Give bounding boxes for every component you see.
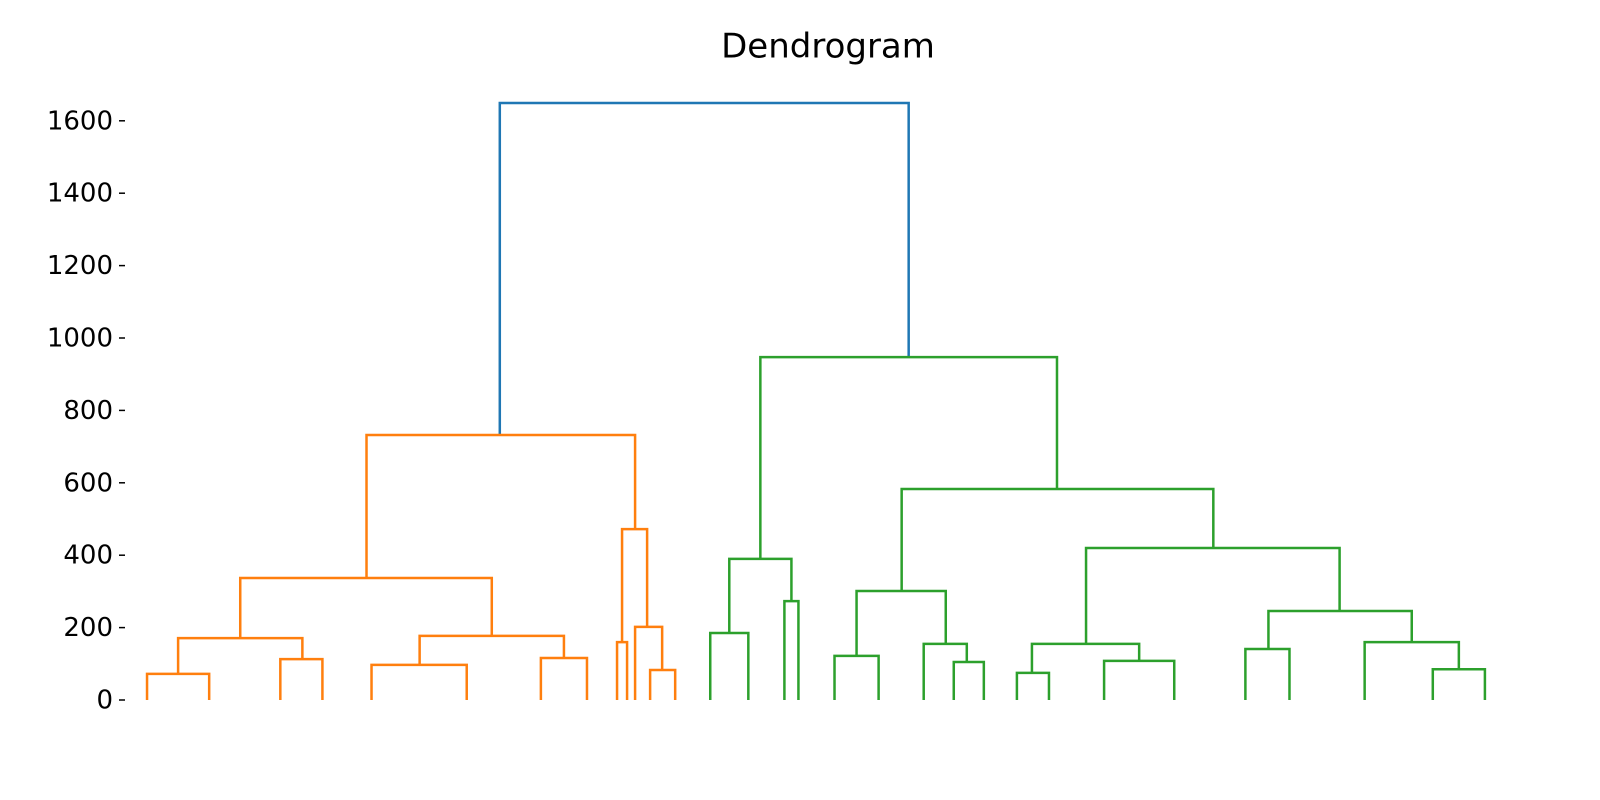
link <box>708 631 750 700</box>
y-tick-label: 1200 <box>47 251 113 281</box>
link <box>238 576 494 639</box>
y-tick-label: 0 <box>96 686 113 716</box>
link <box>922 642 969 700</box>
y-tick-label: 400 <box>63 541 113 571</box>
link <box>1030 642 1141 673</box>
link <box>370 663 468 700</box>
link <box>1015 671 1051 700</box>
y-tick-label: 1000 <box>47 324 113 354</box>
y-tick-label: 800 <box>63 396 113 426</box>
link <box>952 660 986 700</box>
y-tick-label: 600 <box>63 468 113 498</box>
link <box>633 625 664 700</box>
y-tick-label: 200 <box>63 613 113 643</box>
link <box>1084 546 1341 644</box>
link <box>1431 667 1487 700</box>
link <box>783 599 800 700</box>
link <box>728 557 793 634</box>
link <box>279 657 324 700</box>
y-tick-label: 1600 <box>47 106 113 136</box>
link <box>900 487 1215 592</box>
link <box>498 101 910 436</box>
link <box>418 634 566 665</box>
link <box>855 589 948 656</box>
y-tick-label: 1400 <box>47 179 113 209</box>
link <box>620 527 649 643</box>
link <box>1267 609 1413 649</box>
link <box>833 654 880 700</box>
link <box>615 640 629 700</box>
link <box>539 656 589 700</box>
link <box>1102 659 1176 700</box>
link <box>1363 640 1461 700</box>
link <box>365 433 637 579</box>
chart-title: Dendrogram <box>721 27 935 67</box>
link <box>759 355 1059 559</box>
link <box>176 636 304 674</box>
link <box>1244 647 1291 700</box>
link <box>145 672 211 700</box>
link <box>648 668 677 700</box>
